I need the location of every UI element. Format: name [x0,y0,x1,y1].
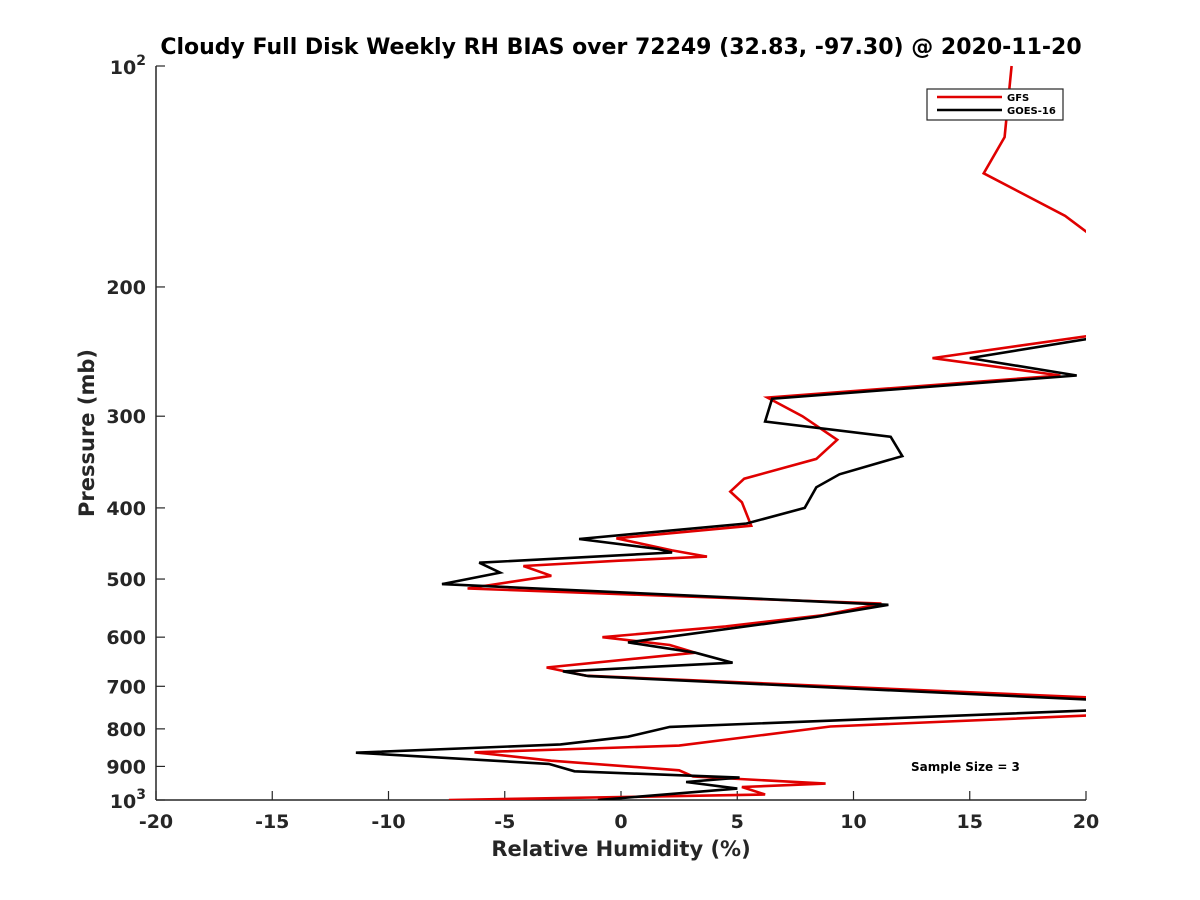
series-line-gfs [448,65,1086,800]
x-axis-label: Relative Humidity (%) [491,837,750,861]
x-tick-label: 15 [957,811,983,833]
y-tick-label: 103 [110,787,146,813]
legend-label-gfs: GFS [1007,93,1029,104]
y-axis-ticks: 102 200 300 400 500 600 700 800 900 103 [106,53,165,813]
legend-label-goes16: GOES-16 [1007,106,1056,117]
y-tick-label: 500 [106,569,146,591]
y-tick-label: 102 [110,53,146,79]
legend: GFS GOES-16 [926,88,1064,121]
y-axis-label: Pressure (mb) [75,349,99,517]
chart-title: Cloudy Full Disk Weekly RH BIAS over 722… [160,35,1081,60]
x-axis-ticks: -20 -15 -10 -5 0 5 10 15 20 [139,791,1099,833]
x-tick-label: -5 [494,811,515,833]
x-tick-label: 20 [1073,811,1099,833]
series-line-goes16 [355,337,1086,800]
x-tick-label: 0 [614,811,627,833]
y-tick-label: 900 [106,756,146,778]
y-tick-label: 200 [106,277,146,299]
y-tick-label: 400 [106,498,146,520]
y-tick-label: 800 [106,719,146,741]
x-tick-label: -10 [371,811,405,833]
x-tick-label: 5 [731,811,744,833]
x-tick-label: -20 [139,811,173,833]
y-tick-label: 700 [106,676,146,698]
legend-box [926,88,1064,121]
x-tick-label: 10 [840,811,866,833]
y-tick-label: 300 [106,406,146,428]
x-tick-label: -15 [255,811,289,833]
sample-size-annotation: Sample Size = 3 [911,760,1020,774]
y-tick-label: 600 [106,627,146,649]
series-layer [355,65,1086,800]
plot-area [155,66,1086,801]
